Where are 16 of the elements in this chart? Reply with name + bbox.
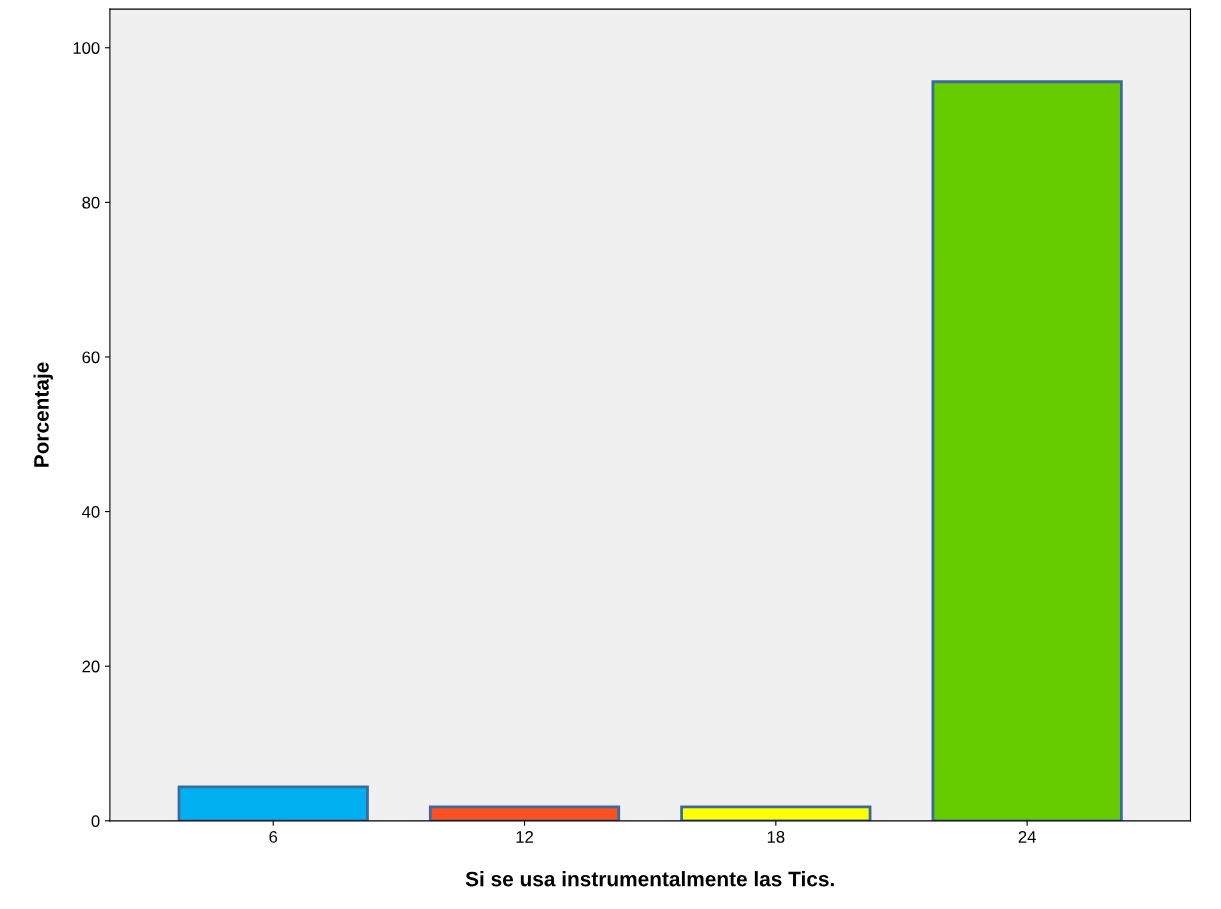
bar [428,805,621,821]
y-tick-label: 80 [82,196,100,209]
x-tick-label: 24 [1018,830,1036,843]
x-tick-label: 12 [516,830,533,843]
y-tick-label: 100 [73,42,100,54]
y-tick-label: 60 [82,351,100,364]
bar [680,805,872,821]
y-tick-label: 0 [91,815,100,828]
y-axis-title: Porcentaje [33,362,53,467]
bar [931,80,1123,821]
x-tick-label: 18 [767,830,785,843]
x-axis-title: Si se usa instrumentalmente las Tics. [465,871,834,887]
bar [177,785,369,821]
y-tick-label: 40 [82,505,100,518]
y-tick-label: 20 [82,660,100,673]
x-tick-label: 6 [269,830,278,843]
